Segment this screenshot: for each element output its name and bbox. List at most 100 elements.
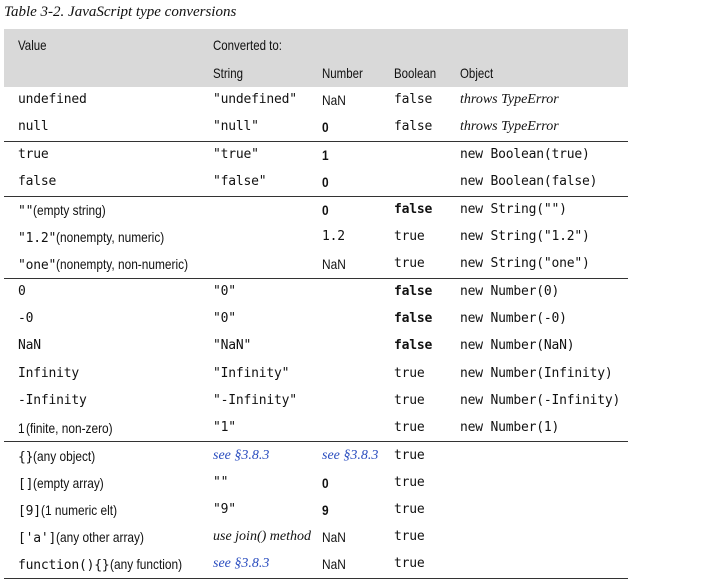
- cell-value: ['a'] (any other array): [18, 529, 160, 546]
- cell-number: NaN: [322, 92, 346, 108]
- value-literal: [9]: [18, 504, 41, 519]
- cell-value: null: [18, 119, 49, 134]
- cell-value: undefined: [18, 92, 87, 107]
- cell-value: "one" (nonempty, non-numeric): [18, 256, 212, 273]
- cell-number: NaN: [322, 256, 346, 272]
- cell-object: new Number(-Infinity): [460, 393, 621, 408]
- cell-boolean: false: [394, 338, 433, 353]
- cell-value: true: [18, 147, 49, 162]
- cell-object: new String("1.2"): [460, 229, 590, 244]
- cell-value: 0: [18, 284, 26, 299]
- cell-object: new Boolean(false): [460, 174, 598, 189]
- cell-value: "1.2" (nonempty, numeric): [18, 229, 183, 246]
- cell-string: "undefined": [213, 92, 297, 107]
- cell-boolean: true: [394, 420, 425, 435]
- value-note: (nonempty, numeric): [56, 229, 165, 245]
- cell-number: 0: [322, 475, 329, 491]
- cell-object: new String("one"): [460, 256, 590, 271]
- value-note: (any function): [109, 556, 182, 572]
- cell-object: throws TypeError: [460, 92, 559, 107]
- value-note: (finite, non-zero): [25, 420, 113, 436]
- cell-value: [9] (1 numeric elt): [18, 502, 130, 519]
- cell-string: "false": [213, 174, 267, 189]
- table-row: Infinity "Infinity" true new Number(Infi…: [4, 362, 628, 389]
- cell-boolean: true: [394, 393, 425, 408]
- cell-string: "9": [213, 502, 236, 517]
- header-string: String: [213, 65, 243, 81]
- table-row: false "false" 0 new Boolean(false): [4, 170, 628, 197]
- row-divider: [4, 196, 628, 197]
- cell-number: 9: [322, 502, 329, 518]
- table-row: undefined "undefined" NaN false throws T…: [4, 88, 628, 115]
- cell-boolean: false: [394, 202, 433, 217]
- cell-value: {} (any object): [18, 448, 106, 465]
- cell-string: "1": [213, 420, 236, 435]
- cell-number: NaN: [322, 529, 346, 545]
- table-row: 1 (finite, non-zero) "1" true new Number…: [4, 416, 628, 443]
- cell-boolean: false: [394, 311, 433, 326]
- cell-boolean: true: [394, 502, 425, 517]
- cell-string: "0": [213, 311, 236, 326]
- cell-value: "" (empty string): [18, 202, 119, 219]
- value-literal: "one": [18, 258, 57, 273]
- value-literal: []: [18, 477, 34, 492]
- cell-boolean: true: [394, 556, 425, 571]
- table-row: null "null" 0 false throws TypeError: [4, 115, 628, 142]
- table-row: [9] (1 numeric elt) "9" 9 true: [4, 498, 628, 525]
- cell-value: false: [18, 174, 57, 189]
- cell-string: "null": [213, 119, 259, 134]
- see-section-link[interactable]: see §3.8.3: [213, 448, 270, 463]
- value-literal: 1: [18, 420, 25, 436]
- header-value: Value: [18, 37, 47, 53]
- cell-object: new Boolean(true): [460, 147, 590, 162]
- value-literal: "1.2": [18, 231, 57, 246]
- cell-string: "": [213, 475, 229, 490]
- value-note: (any other array): [56, 529, 145, 545]
- table-row: "1.2" (nonempty, numeric) 1.2 true new S…: [4, 225, 628, 252]
- cell-object: new Number(NaN): [460, 338, 575, 353]
- header-number: Number: [322, 65, 363, 81]
- cell-object: new String(""): [460, 202, 567, 217]
- value-note: (nonempty, non-numeric): [56, 256, 189, 272]
- cell-object: new Number(0): [460, 284, 560, 299]
- table-row: 0 "0" false new Number(0): [4, 280, 628, 307]
- cell-string: "Infinity": [213, 366, 290, 381]
- cell-number: NaN: [322, 556, 346, 572]
- table-header: Value Converted to: String Number Boolea…: [4, 29, 628, 87]
- value-note: (empty array): [33, 475, 105, 491]
- table-row: true "true" 1 new Boolean(true): [4, 143, 628, 170]
- header-converted-to: Converted to:: [213, 37, 282, 53]
- row-divider: [4, 141, 628, 142]
- cell-string: "-Infinity": [213, 393, 297, 408]
- value-literal: ['a']: [18, 531, 57, 546]
- cell-object: new Number(Infinity): [460, 366, 613, 381]
- header-boolean: Boolean: [394, 65, 437, 81]
- value-note: (any object): [33, 448, 96, 464]
- cell-boolean: true: [394, 475, 425, 490]
- table-row: -0 "0" false new Number(-0): [4, 307, 628, 334]
- cell-value: -0: [18, 311, 34, 326]
- cell-string: use join() method: [213, 529, 311, 544]
- see-section-link[interactable]: see §3.8.3: [322, 448, 379, 463]
- cell-object: new Number(-0): [460, 311, 567, 326]
- cell-boolean: true: [394, 229, 425, 244]
- cell-value: Infinity: [18, 366, 80, 381]
- value-note: (empty string): [33, 202, 107, 218]
- value-note: (1 numeric elt): [40, 502, 117, 518]
- cell-boolean: false: [394, 92, 433, 107]
- cell-object: throws TypeError: [460, 119, 559, 134]
- see-section-link[interactable]: see §3.8.3: [213, 556, 270, 571]
- table-row: NaN "NaN" false new Number(NaN): [4, 334, 628, 361]
- value-literal: function(){}: [18, 558, 110, 573]
- cell-number: 1.2: [322, 229, 345, 244]
- cell-string: "NaN": [213, 338, 252, 353]
- cell-number: 0: [322, 202, 329, 218]
- cell-value: [] (empty array): [18, 475, 117, 492]
- cell-boolean: false: [394, 119, 433, 134]
- value-literal: {}: [18, 450, 34, 465]
- cell-string: "true": [213, 147, 259, 162]
- cell-boolean: true: [394, 529, 425, 544]
- table-row: function(){} (any function) see §3.8.3 N…: [4, 552, 628, 579]
- table-caption: Table 3-2. JavaScript type conversions: [4, 4, 237, 20]
- cell-value: 1 (finite, non-zero): [18, 420, 128, 436]
